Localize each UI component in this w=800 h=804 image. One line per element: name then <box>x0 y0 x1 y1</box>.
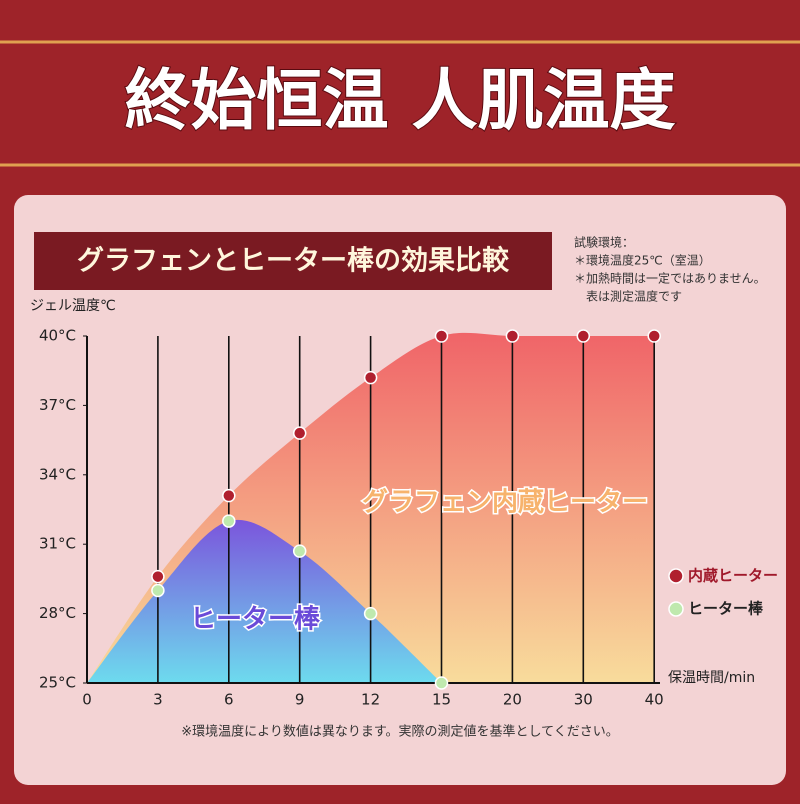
data-point <box>505 329 520 343</box>
x-tick-label: 30 <box>574 691 593 709</box>
x-tick-label: 12 <box>361 691 380 709</box>
data-point <box>647 329 661 343</box>
legend-marker <box>668 568 684 584</box>
footnote: ※環境温度により数値は異なります。実際の測定値を基準としてください。 <box>181 724 619 740</box>
chart-title: グラフェンとヒーター棒の効果比較 <box>77 245 510 277</box>
x-tick-label: 40 <box>645 691 664 709</box>
data-point <box>363 606 378 621</box>
series-area <box>87 519 442 683</box>
y-axis-label: ジェル温度℃ <box>30 298 116 314</box>
area-label: グラフェン内蔵ヒーター <box>362 488 648 518</box>
y-tick-label: 25°C <box>39 674 76 692</box>
data-point <box>222 488 236 503</box>
y-tick-label: 40°C <box>39 327 76 345</box>
x-tick-label: 15 <box>432 691 451 709</box>
legend-label: ヒーター棒 <box>688 600 764 618</box>
x-tick-label: 9 <box>295 691 305 709</box>
data-point <box>434 329 449 343</box>
page-title: 終始恒温 人肌温度 <box>125 62 676 139</box>
data-point <box>434 676 449 690</box>
y-tick-label: 28°C <box>39 604 76 622</box>
x-axis-label: 保温時間/min <box>668 670 755 686</box>
data-point <box>292 544 307 558</box>
y-tick-label: 34°C <box>39 465 76 483</box>
data-point <box>576 329 591 343</box>
note: ＊環境温度25℃（室温） <box>574 253 711 268</box>
legend-label: 内蔵ヒーター <box>688 567 778 585</box>
x-tick-label: 6 <box>224 691 234 709</box>
x-tick-label: 20 <box>503 691 522 709</box>
x-tick-label: 0 <box>82 691 92 709</box>
area-label: ヒーター棒 <box>190 605 321 635</box>
subtitle-box <box>34 232 552 290</box>
x-tick-label: 3 <box>153 691 163 709</box>
data-point <box>222 514 236 528</box>
data-point <box>292 426 307 440</box>
note: ＊加熱時間は一定ではありません。 <box>574 271 766 286</box>
data-point <box>151 569 165 584</box>
note: 表は測定温度です <box>586 289 682 304</box>
plot: 0 3 6 9 12 15 20 30 40 25°C 28°C 31°C 34°C 37°C 40°C グラ… <box>39 327 778 709</box>
notes: 試験環境： ＊環境温度25℃（室温） ＊加熱時間は一定ではありません。表は測定温度で… <box>574 235 766 304</box>
y-tick-label: 31°C <box>39 535 76 553</box>
data-point <box>151 583 165 598</box>
data-point <box>363 370 378 385</box>
legend-marker <box>668 601 684 617</box>
y-tick-label: 37°C <box>39 396 76 414</box>
note: 試験環境： <box>574 235 634 250</box>
